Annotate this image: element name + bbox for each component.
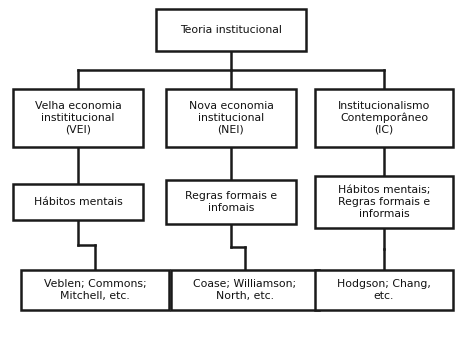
Text: Institucionalismo
Contemporâneo
(IC): Institucionalismo Contemporâneo (IC): [338, 101, 430, 135]
Text: Coase; Williamson;
North, etc.: Coase; Williamson; North, etc.: [194, 279, 297, 301]
FancyBboxPatch shape: [166, 180, 296, 224]
Text: Teoria institucional: Teoria institucional: [180, 25, 282, 35]
Text: Nova economia
institucional
(NEI): Nova economia institucional (NEI): [188, 101, 274, 135]
Text: Velha economia
instititucional
(VEI): Velha economia instititucional (VEI): [35, 101, 121, 135]
FancyBboxPatch shape: [13, 89, 143, 147]
FancyBboxPatch shape: [315, 270, 453, 310]
FancyBboxPatch shape: [13, 184, 143, 220]
Text: Regras formais e
infomais: Regras formais e infomais: [185, 191, 277, 213]
Text: Hábitos mentais: Hábitos mentais: [34, 197, 122, 207]
FancyBboxPatch shape: [315, 176, 453, 228]
FancyBboxPatch shape: [171, 270, 319, 310]
Text: Hodgson; Chang,
etc.: Hodgson; Chang, etc.: [337, 279, 431, 301]
FancyBboxPatch shape: [315, 89, 453, 147]
FancyBboxPatch shape: [166, 89, 296, 147]
FancyBboxPatch shape: [21, 270, 169, 310]
FancyBboxPatch shape: [156, 9, 306, 51]
Text: Veblen; Commons;
Mitchell, etc.: Veblen; Commons; Mitchell, etc.: [44, 279, 146, 301]
Text: Hábitos mentais;
Regras formais e
informais: Hábitos mentais; Regras formais e inform…: [338, 185, 430, 219]
